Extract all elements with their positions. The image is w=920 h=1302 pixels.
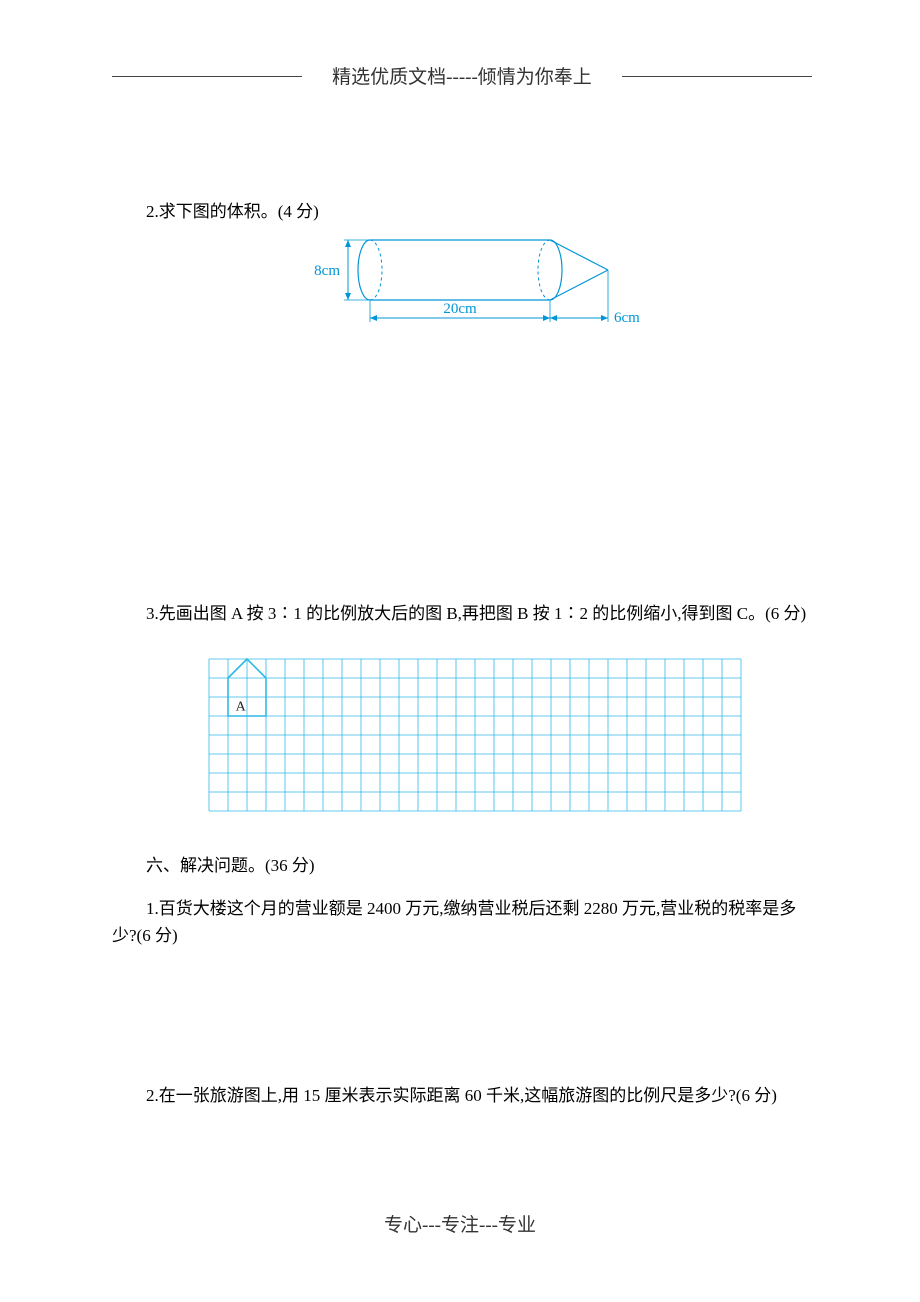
section-6-heading: 六、解决问题。(36 分) (112, 852, 812, 879)
page: 精选优质文档-----倾情为你奉上 2.求下图的体积。(4 分) 8cm 20cm… (0, 0, 920, 1302)
page-footer: 专心---专注---专业 (0, 1210, 920, 1237)
page-header: 精选优质文档-----倾情为你奉上 (112, 62, 812, 90)
svg-text:20cm: 20cm (443, 301, 477, 317)
figure-cylinder-cone: 8cm 20cm 6cm (300, 230, 660, 340)
question-3-text: 3.先画出图 A 按 3∶1 的比例放大后的图 B,再把图 B 按 1∶2 的比… (112, 600, 812, 627)
svg-text:A: A (236, 699, 247, 714)
question-2-text: 2.求下图的体积。(4 分) (112, 198, 812, 225)
figure-grid: A (208, 658, 764, 828)
header-rule-right (622, 76, 812, 77)
problem-2-text: 2.在一张旅游图上,用 15 厘米表示实际距离 60 千米,这幅旅游图的比例尺是… (112, 1082, 812, 1109)
svg-text:8cm: 8cm (314, 263, 340, 279)
problem-1-text: 1.百货大楼这个月的营业额是 2400 万元,缴纳营业税后还剩 2280 万元,… (112, 895, 812, 949)
svg-text:6cm: 6cm (614, 310, 640, 326)
